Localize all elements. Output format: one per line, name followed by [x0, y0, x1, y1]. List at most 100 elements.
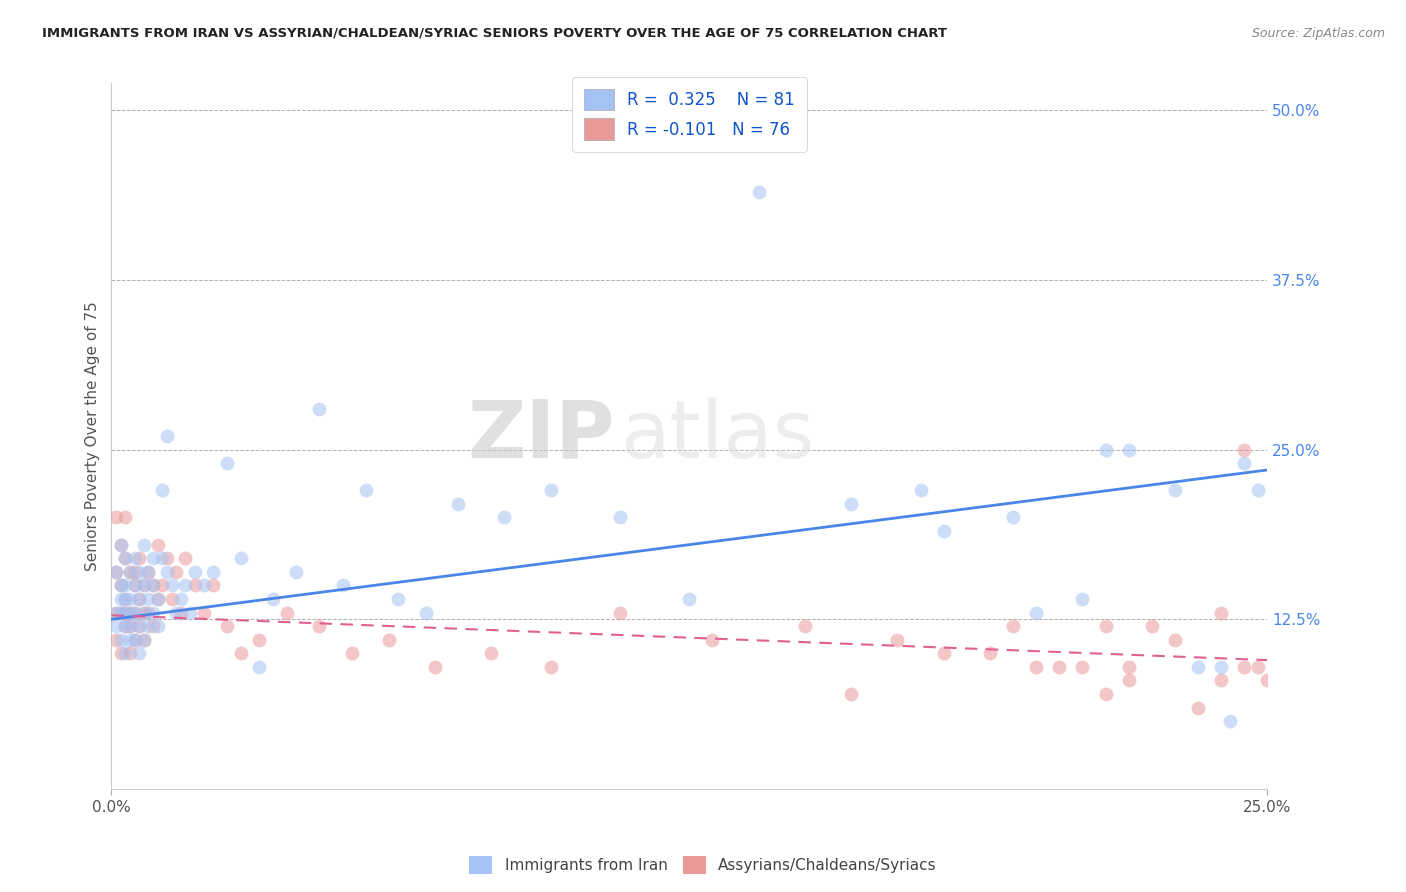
Point [118, 606, 141, 620]
Point [262, 592, 284, 607]
Point [1187, 700, 1209, 714]
Point [114, 619, 136, 633]
Point [1025, 660, 1047, 674]
Point [910, 483, 932, 498]
Point [114, 646, 136, 660]
Point [340, 646, 363, 660]
Point [118, 606, 141, 620]
Point [285, 565, 308, 579]
Point [1002, 510, 1025, 524]
Point [110, 606, 132, 620]
Point [132, 606, 155, 620]
Point [142, 606, 165, 620]
Point [308, 619, 330, 633]
Point [839, 497, 862, 511]
Point [447, 497, 470, 511]
Point [1118, 442, 1140, 457]
Point [105, 606, 128, 620]
Text: IMMIGRANTS FROM IRAN VS ASSYRIAN/CHALDEAN/SYRIAC SENIORS POVERTY OVER THE AGE OF: IMMIGRANTS FROM IRAN VS ASSYRIAN/CHALDEA… [42, 27, 948, 40]
Point [114, 551, 136, 566]
Point [494, 510, 516, 524]
Point [1118, 660, 1140, 674]
Point [128, 619, 150, 633]
Point [1209, 673, 1232, 688]
Point [105, 619, 128, 633]
Point [1233, 660, 1256, 674]
Point [124, 578, 146, 592]
Point [132, 538, 155, 552]
Point [132, 632, 155, 647]
Point [479, 646, 502, 660]
Point [1247, 483, 1270, 498]
Point [193, 606, 215, 620]
Point [183, 578, 205, 592]
Point [165, 606, 187, 620]
Point [142, 551, 165, 566]
Point [146, 592, 169, 607]
Text: Source: ZipAtlas.com: Source: ZipAtlas.com [1251, 27, 1385, 40]
Point [886, 632, 908, 647]
Point [1140, 619, 1163, 633]
Point [183, 565, 205, 579]
Point [146, 538, 169, 552]
Point [105, 606, 128, 620]
Point [1209, 606, 1232, 620]
Point [1094, 442, 1116, 457]
Point [138, 565, 160, 579]
Point [124, 632, 146, 647]
Point [138, 565, 160, 579]
Point [678, 592, 700, 607]
Point [229, 551, 252, 566]
Point [1164, 483, 1187, 498]
Point [276, 606, 298, 620]
Point [110, 606, 132, 620]
Point [138, 606, 160, 620]
Point [1118, 673, 1140, 688]
Legend: Immigrants from Iran, Assyrians/Chaldeans/Syriacs: Immigrants from Iran, Assyrians/Chaldean… [464, 850, 942, 880]
Point [114, 592, 136, 607]
Point [215, 619, 238, 633]
Point [105, 565, 128, 579]
Point [124, 632, 146, 647]
Point [124, 551, 146, 566]
Point [932, 524, 955, 538]
Point [1025, 606, 1047, 620]
Point [1164, 632, 1187, 647]
Point [118, 592, 141, 607]
Point [839, 687, 862, 701]
Point [132, 606, 155, 620]
Point [110, 646, 132, 660]
Point [1219, 714, 1241, 729]
Point [156, 429, 179, 443]
Point [1071, 592, 1094, 607]
Point [114, 510, 136, 524]
Point [540, 660, 562, 674]
Point [748, 185, 770, 199]
Point [114, 578, 136, 592]
Point [128, 592, 150, 607]
Point [114, 606, 136, 620]
Point [132, 578, 155, 592]
Point [110, 538, 132, 552]
Point [118, 565, 141, 579]
Point [110, 592, 132, 607]
Point [193, 578, 215, 592]
Point [146, 592, 169, 607]
Point [146, 619, 169, 633]
Point [332, 578, 354, 592]
Point [1094, 619, 1116, 633]
Point [142, 619, 165, 633]
Point [150, 578, 173, 592]
Point [202, 578, 225, 592]
Point [1247, 660, 1270, 674]
Point [118, 565, 141, 579]
Point [128, 551, 150, 566]
Point [247, 660, 270, 674]
Point [138, 592, 160, 607]
Point [354, 483, 377, 498]
Point [110, 578, 132, 592]
Point [118, 619, 141, 633]
Point [540, 483, 562, 498]
Y-axis label: Seniors Poverty Over the Age of 75: Seniors Poverty Over the Age of 75 [86, 301, 100, 571]
Point [156, 551, 179, 566]
